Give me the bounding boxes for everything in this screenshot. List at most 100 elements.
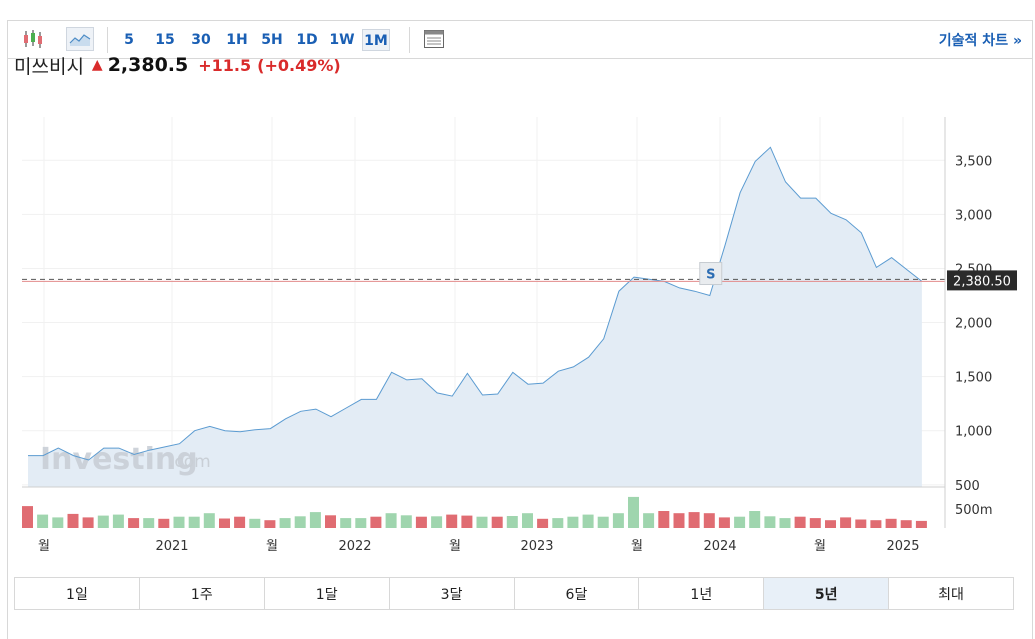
s-marker-label: S <box>706 268 715 283</box>
volume-bar <box>52 517 64 528</box>
volume-bar <box>567 516 579 528</box>
current-price-tag-label: 2,380.50 <box>953 274 1011 289</box>
range-button-7[interactable]: 5년 <box>764 578 890 609</box>
volume-bar <box>734 516 746 528</box>
volume-bar <box>779 518 791 528</box>
price-area-fill <box>28 147 922 488</box>
price-change: +11.5 <box>198 55 252 75</box>
volume-bar <box>915 520 927 528</box>
range-button-1[interactable]: 1일 <box>15 578 140 609</box>
volume-bar <box>279 518 291 528</box>
volume-bar <box>143 518 155 528</box>
volume-bar <box>385 513 397 528</box>
volume-bar <box>794 516 806 528</box>
volume-bar <box>355 518 367 528</box>
x-tick-label: 2024 <box>703 539 736 554</box>
volume-bar <box>718 517 730 528</box>
volume-bar <box>628 496 639 528</box>
volume-bar <box>612 513 624 528</box>
volume-bar <box>643 513 655 528</box>
volume-bar <box>82 517 94 528</box>
volume-bar <box>203 513 215 528</box>
volume-bar <box>582 514 594 528</box>
range-button-4[interactable]: 3달 <box>390 578 515 609</box>
volume-bar <box>158 518 170 528</box>
volume-bar <box>431 516 443 528</box>
volume-axis-label: 500m <box>955 503 992 518</box>
indicator-panel-icon[interactable] <box>421 27 447 51</box>
volume-bar <box>537 518 549 528</box>
interval-button-1d[interactable]: 1D <box>296 32 318 48</box>
x-tick-label: 월 <box>631 539 643 554</box>
x-tick-label: 월 <box>814 539 826 554</box>
interval-button-30[interactable]: 30 <box>191 32 211 48</box>
y-tick-label: 3,500 <box>955 154 992 169</box>
area-chart-icon[interactable] <box>66 27 94 51</box>
volume-bar <box>491 516 503 528</box>
range-button-8[interactable]: 최대 <box>938 586 964 603</box>
current-price-tag <box>947 270 1017 291</box>
candlestick-icon[interactable] <box>20 27 46 51</box>
volume-bar <box>234 516 246 528</box>
volume-bar <box>688 512 700 528</box>
x-tick-label: 월 <box>38 539 50 554</box>
chart-toolbar: 5 15 30 1H 5H 1D 1W 1M 기술적 차트 » <box>8 21 1032 59</box>
y-tick-label: 1,000 <box>955 425 992 440</box>
volume-bar <box>325 515 336 528</box>
interval-button-1m[interactable]: 1M <box>362 29 390 51</box>
y-tick-label: 2,000 <box>955 317 992 332</box>
volume-bar <box>552 518 564 528</box>
volume-bar <box>173 516 185 528</box>
volume-bar <box>870 520 882 528</box>
volume-bar <box>446 514 458 528</box>
up-arrow-icon: ▲ <box>91 57 103 73</box>
interval-button-5[interactable]: 5 <box>124 32 134 48</box>
range-button-2[interactable]: 1주 <box>140 578 265 609</box>
price-change-percent: (+0.49%) <box>257 55 341 75</box>
price-line <box>28 146 923 461</box>
x-tick-label: 월 <box>266 539 278 554</box>
last-price: 2,380.5 <box>107 54 189 76</box>
range-button-3[interactable]: 1달 <box>265 578 390 609</box>
volume-bar <box>840 517 852 528</box>
x-tick-label: 2023 <box>520 539 553 554</box>
volume-bar <box>900 520 912 528</box>
volume-bar <box>461 515 473 528</box>
interval-button-5h[interactable]: 5H <box>261 32 283 48</box>
volume-bar <box>294 516 306 528</box>
volume-bar <box>97 515 109 528</box>
s-marker-box <box>699 262 723 286</box>
x-tick-label: 2022 <box>338 539 371 554</box>
quote-header: 미쓰비시 ▲ 2,380.5 +11.5 (+0.49%) <box>14 52 341 78</box>
volume-bar <box>340 518 352 528</box>
interval-button-1h[interactable]: 1H <box>226 32 248 48</box>
volume-bar <box>219 518 230 528</box>
volume-bar <box>749 511 761 528</box>
toolbar-divider <box>107 27 108 53</box>
watermark-suffix: .com <box>169 452 211 472</box>
volume-bar <box>67 513 79 528</box>
volume-bar <box>597 516 609 528</box>
range-button-6[interactable]: 1년 <box>639 578 765 609</box>
volume-bar <box>658 511 670 528</box>
interval-button-15[interactable]: 15 <box>155 32 175 48</box>
technical-chart-link[interactable]: 기술적 차트 » <box>938 33 1022 49</box>
y-tick-label: 500 <box>955 479 980 494</box>
interval-button-1w[interactable]: 1W <box>329 32 355 48</box>
volume-bar <box>825 520 836 528</box>
range-button-5[interactable]: 6달 <box>515 578 640 609</box>
volume-bar <box>249 518 261 528</box>
volume-bar <box>264 520 276 528</box>
toolbar-divider <box>409 27 410 53</box>
volume-bar <box>855 519 867 528</box>
volume-bar <box>188 516 200 528</box>
x-tick-label: 월 <box>449 539 461 554</box>
volume-bar <box>506 516 518 528</box>
instrument-name: 미쓰비시 <box>14 55 84 78</box>
volume-bar <box>22 506 33 528</box>
volume-bar <box>522 513 533 528</box>
range-selector: 1일 1주 1달 3달 6달 1년 5년 최대 <box>14 577 1014 610</box>
volume-bar <box>309 512 321 528</box>
volume-bar <box>703 513 715 528</box>
